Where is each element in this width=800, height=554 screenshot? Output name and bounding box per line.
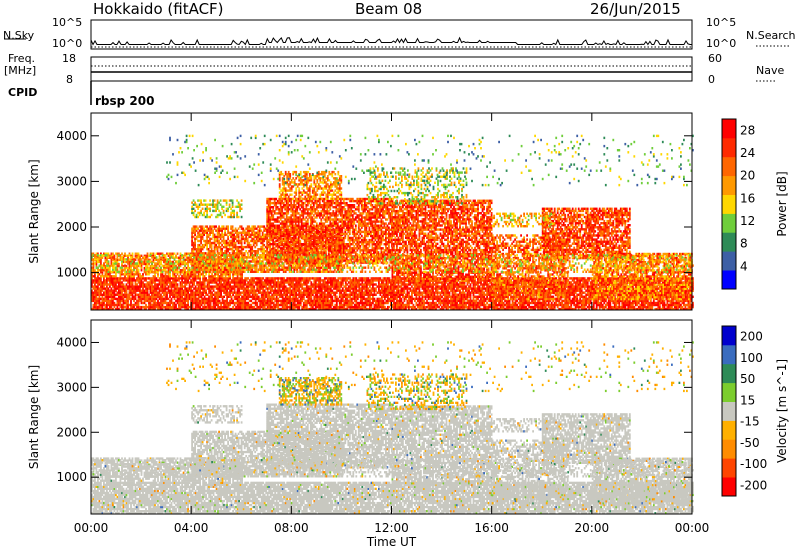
power-cell — [219, 300, 221, 302]
power-cell — [241, 292, 243, 294]
power-cell — [210, 302, 212, 304]
power-cell — [336, 296, 338, 298]
power-cell — [226, 298, 228, 300]
power-cell — [241, 298, 243, 300]
power-cell — [420, 285, 422, 287]
power-cell — [132, 281, 134, 283]
power-cell — [300, 302, 302, 304]
power-cell — [375, 283, 377, 285]
power-cell — [361, 302, 363, 304]
power-cell — [413, 304, 415, 306]
power-cell — [180, 290, 182, 292]
power-cell — [120, 290, 122, 292]
power-cell — [120, 298, 122, 300]
power-cell — [147, 290, 149, 292]
power-cell — [301, 277, 303, 279]
nsky-trace — [91, 38, 692, 46]
power-cell — [361, 281, 363, 283]
power-cell — [361, 306, 363, 308]
power-cell — [241, 285, 243, 287]
power-cell — [180, 294, 182, 296]
power-cell — [205, 290, 207, 292]
power-cell — [120, 281, 122, 283]
power-cell — [138, 302, 140, 304]
power-cell — [241, 296, 243, 298]
power-cell — [420, 294, 422, 296]
power-cell — [180, 277, 182, 279]
power-cell — [387, 302, 389, 304]
power-cell — [241, 277, 243, 279]
power-cell — [301, 298, 303, 300]
power-cell — [180, 285, 182, 287]
power-cell — [420, 298, 422, 300]
power-cell — [180, 302, 182, 304]
power-cell — [120, 294, 122, 296]
power-cell — [301, 283, 303, 285]
power-cell — [361, 285, 363, 287]
power-cell — [420, 292, 422, 294]
power-cell — [361, 290, 363, 292]
power-cell — [241, 306, 243, 308]
power-cell — [357, 298, 359, 300]
power-cell — [120, 285, 122, 287]
power-cell — [331, 302, 333, 304]
power-cell — [361, 294, 363, 296]
power-cell — [177, 283, 179, 285]
power-cell — [301, 294, 303, 296]
power-cell — [120, 306, 122, 308]
power-cell — [298, 306, 300, 308]
power-cell — [258, 296, 260, 298]
power-cell — [342, 281, 344, 283]
power-cell — [193, 281, 195, 283]
power-cell — [241, 302, 243, 304]
power-cell — [401, 298, 403, 300]
power-cell — [120, 302, 122, 304]
power-cell — [187, 302, 189, 304]
power-cell — [301, 306, 303, 308]
power-cell — [307, 281, 309, 283]
power-cell — [171, 298, 173, 300]
power-cell — [404, 290, 406, 292]
power-cell — [301, 285, 303, 287]
power-cell — [336, 302, 338, 304]
power-cell — [301, 292, 303, 294]
power-cell — [180, 306, 182, 308]
power-cell — [420, 302, 422, 304]
power-cell — [375, 294, 377, 296]
power-cell — [241, 281, 243, 283]
power-cell — [120, 277, 122, 279]
power-cell — [180, 298, 182, 300]
power-cell — [145, 304, 147, 306]
power-cell — [180, 281, 182, 283]
power-cell — [361, 277, 363, 279]
power-cells — [91, 135, 694, 311]
freq-panel-frame — [91, 57, 692, 81]
power-cell — [256, 302, 258, 304]
power-cell — [420, 306, 422, 308]
rti-figure: 1000200030004000Slant Range [km]48121620… — [0, 0, 800, 554]
power-cell — [199, 277, 201, 279]
power-cell — [126, 290, 128, 292]
power-cell — [166, 294, 168, 296]
power-cell — [411, 294, 413, 296]
power-cell — [100, 277, 102, 279]
power-cell — [253, 285, 255, 287]
power-cell — [123, 283, 125, 285]
power-cell — [204, 281, 206, 283]
power-cell — [361, 298, 363, 300]
